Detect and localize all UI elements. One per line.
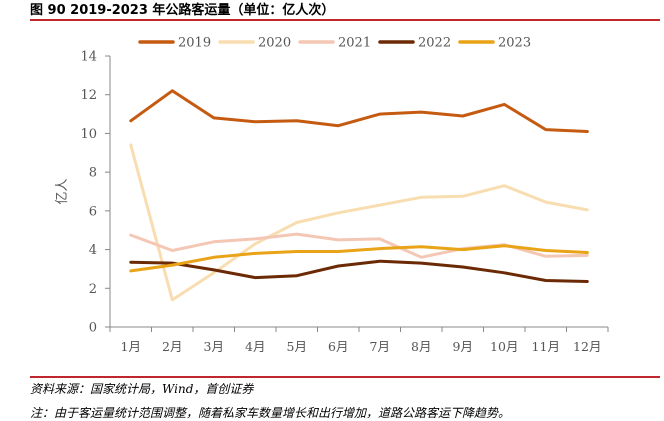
series-line-2019 xyxy=(129,89,589,133)
y-axis-label: 亿人 xyxy=(55,178,70,204)
y-tick-label: 0 xyxy=(89,321,97,336)
x-tick-label: 11月 xyxy=(532,339,560,354)
x-tick-label: 9月 xyxy=(453,339,473,354)
x-tick-label: 10月 xyxy=(490,339,518,354)
series-line-2022 xyxy=(129,259,589,283)
x-tick-label: 12月 xyxy=(573,339,601,354)
y-tick-label: 8 xyxy=(89,166,97,181)
y-tick-label: 10 xyxy=(80,127,97,142)
x-tick-label: 6月 xyxy=(328,339,348,354)
series-line-2020 xyxy=(129,143,589,302)
x-tick-label: 8月 xyxy=(411,339,431,354)
x-tick-label: 3月 xyxy=(204,339,224,354)
y-tick-label: 14 xyxy=(80,50,97,65)
legend: 2019 2020 2021 2022 2023 xyxy=(138,36,531,51)
source-rule xyxy=(30,376,660,378)
series-lines xyxy=(129,89,589,302)
legend-label-2021: 2021 xyxy=(338,36,371,51)
note-text: 注：由于客运量统计范围调整，随着私家车数量增长和出行增加，道路公路客运下降趋势。 xyxy=(30,406,511,420)
x-tick-label: 7月 xyxy=(370,339,390,354)
y-tick-label: 4 xyxy=(89,243,97,258)
figure-title: 图 90 2019-2023 年公路客运量（单位：亿人次） xyxy=(30,3,335,18)
x-tick-label: 1月 xyxy=(121,339,141,354)
axes: 0 2 4 6 8 10 12 14 1月 2月 3月 4月 5月 6月 7月 8月 9月 10月 11月 12月 亿人 xyxy=(55,50,609,354)
series-line-2021 xyxy=(129,232,589,259)
y-tick-label: 6 xyxy=(89,204,97,219)
x-tick-label: 5月 xyxy=(287,339,307,354)
x-tick-label: 2月 xyxy=(162,339,182,354)
title-rule xyxy=(30,19,660,21)
legend-label-2020: 2020 xyxy=(258,36,291,51)
series-line-2023 xyxy=(129,244,589,273)
y-tick-label: 2 xyxy=(89,282,97,297)
legend-label-2019: 2019 xyxy=(178,36,211,51)
legend-label-2022: 2022 xyxy=(418,36,451,51)
x-tick-label: 4月 xyxy=(245,339,265,354)
y-tick-label: 12 xyxy=(80,88,97,103)
legend-label-2023: 2023 xyxy=(498,36,531,51)
line-chart: 2019 2020 2021 2022 2023 0 2 4 6 8 10 12 14 1月 2月 3月 4月… xyxy=(55,36,609,354)
source-text: 资料来源：国家统计局，Wind，首创证券 xyxy=(30,382,254,396)
